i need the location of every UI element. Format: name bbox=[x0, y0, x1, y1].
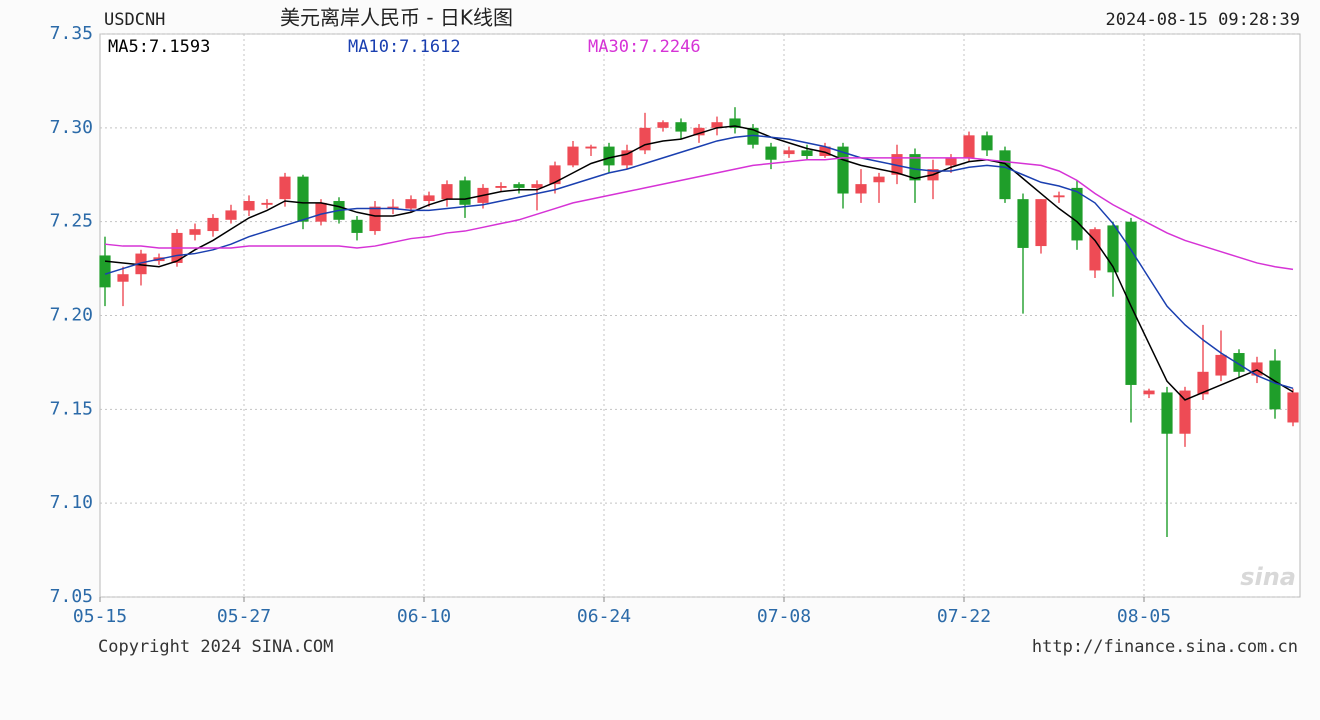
candle-body bbox=[1269, 360, 1281, 410]
y-tick-label: 7.20 bbox=[50, 305, 93, 326]
candle-body bbox=[207, 217, 219, 232]
x-tick-label: 07-08 bbox=[757, 606, 811, 627]
candle-body bbox=[459, 180, 471, 205]
candle-body bbox=[351, 219, 363, 233]
candle-body bbox=[1017, 199, 1029, 248]
candle-body bbox=[1125, 221, 1137, 385]
candle-body bbox=[1035, 199, 1047, 247]
candle-body bbox=[405, 199, 417, 209]
candle-body bbox=[1251, 362, 1263, 376]
copyright: Copyright 2024 SINA.COM bbox=[98, 637, 333, 657]
source-url: http://finance.sina.com.cn bbox=[1032, 637, 1298, 657]
candle-body bbox=[909, 154, 921, 181]
candle-body bbox=[1197, 371, 1209, 395]
candle-body bbox=[603, 146, 615, 166]
timestamp: 2024-08-15 09:28:39 bbox=[1106, 10, 1300, 30]
candle-body bbox=[1089, 229, 1101, 271]
candle-body bbox=[963, 135, 975, 158]
candle-body bbox=[387, 206, 399, 209]
ma-line bbox=[104, 134, 1294, 390]
x-tick-label: 05-15 bbox=[73, 606, 127, 627]
legend-label: MA5:7.1593 bbox=[108, 37, 210, 57]
candle-body bbox=[891, 154, 903, 175]
candle-body bbox=[639, 127, 651, 151]
y-tick-label: 7.05 bbox=[50, 586, 93, 607]
candle-body bbox=[945, 157, 957, 166]
legend-label: MA10:7.1612 bbox=[348, 37, 461, 57]
candle-body bbox=[873, 176, 885, 183]
y-tick-label: 7.30 bbox=[50, 117, 93, 138]
candle-body bbox=[1143, 390, 1155, 395]
y-tick-label: 7.15 bbox=[50, 398, 93, 419]
candle-body bbox=[1233, 353, 1245, 372]
chart-title: 美元离岸人民币 - 日K线图 bbox=[280, 6, 513, 30]
candle-body bbox=[225, 210, 237, 220]
candle-body bbox=[837, 146, 849, 194]
candle-body bbox=[855, 184, 867, 194]
candle-body bbox=[1179, 390, 1191, 434]
candle-body bbox=[531, 184, 543, 188]
candle-body bbox=[189, 229, 201, 235]
candle-body bbox=[819, 146, 831, 156]
y-tick-label: 7.25 bbox=[50, 211, 93, 232]
candle-body bbox=[315, 202, 327, 222]
x-tick-label: 06-10 bbox=[397, 606, 451, 627]
candle-body bbox=[675, 122, 687, 132]
candle-body bbox=[765, 146, 777, 160]
ma-line bbox=[104, 157, 1294, 271]
candle-body bbox=[567, 146, 579, 166]
candle-body bbox=[243, 201, 255, 211]
candle-body bbox=[135, 253, 147, 275]
candle-body bbox=[441, 184, 453, 200]
watermark: sina bbox=[1240, 563, 1296, 591]
candle-body bbox=[297, 176, 309, 222]
symbol: USDCNH bbox=[104, 10, 165, 30]
candle-body bbox=[513, 184, 525, 188]
candle-body bbox=[801, 150, 813, 156]
candle-body bbox=[1287, 392, 1299, 423]
candle-body bbox=[711, 122, 723, 128]
candle-body bbox=[495, 186, 507, 188]
candle-body bbox=[981, 135, 993, 151]
candle-body bbox=[1053, 195, 1065, 198]
candle-body bbox=[99, 255, 111, 288]
candle-body bbox=[549, 165, 561, 185]
candle-body bbox=[747, 127, 759, 145]
x-tick-label: 05-27 bbox=[217, 606, 271, 627]
candle-body bbox=[585, 146, 597, 149]
candle-body bbox=[1215, 354, 1227, 376]
ma-line bbox=[104, 125, 1294, 401]
candle-body bbox=[783, 150, 795, 155]
candle-body bbox=[729, 118, 741, 128]
candle-body bbox=[657, 122, 669, 128]
candle-body bbox=[117, 274, 129, 282]
y-tick-label: 7.35 bbox=[50, 23, 93, 44]
candle-body bbox=[423, 195, 435, 202]
candle-body bbox=[261, 202, 273, 205]
candle-body bbox=[1107, 225, 1119, 273]
legend-label: MA30:7.2246 bbox=[588, 37, 701, 57]
x-tick-label: 07-22 bbox=[937, 606, 991, 627]
y-tick-label: 7.10 bbox=[50, 492, 93, 513]
candle-body bbox=[1161, 392, 1173, 434]
candle-body bbox=[369, 206, 381, 232]
candle-body bbox=[1071, 187, 1083, 241]
x-tick-label: 08-05 bbox=[1117, 606, 1171, 627]
candle-body bbox=[693, 127, 705, 136]
candle-body bbox=[621, 150, 633, 166]
candle-body bbox=[279, 176, 291, 200]
x-tick-label: 06-24 bbox=[577, 606, 631, 627]
candle-body bbox=[999, 150, 1011, 200]
